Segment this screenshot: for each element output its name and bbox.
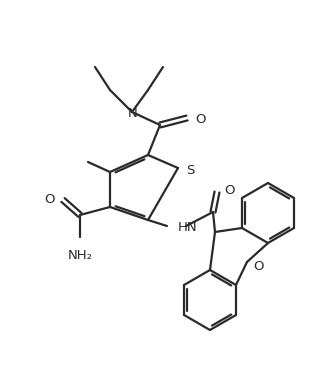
Text: O: O <box>224 184 234 196</box>
Text: S: S <box>186 164 194 176</box>
Text: HN: HN <box>178 221 198 233</box>
Text: O: O <box>253 259 264 272</box>
Text: O: O <box>195 112 205 125</box>
Text: N: N <box>128 107 138 120</box>
Text: O: O <box>44 192 55 205</box>
Text: NH₂: NH₂ <box>67 249 93 262</box>
